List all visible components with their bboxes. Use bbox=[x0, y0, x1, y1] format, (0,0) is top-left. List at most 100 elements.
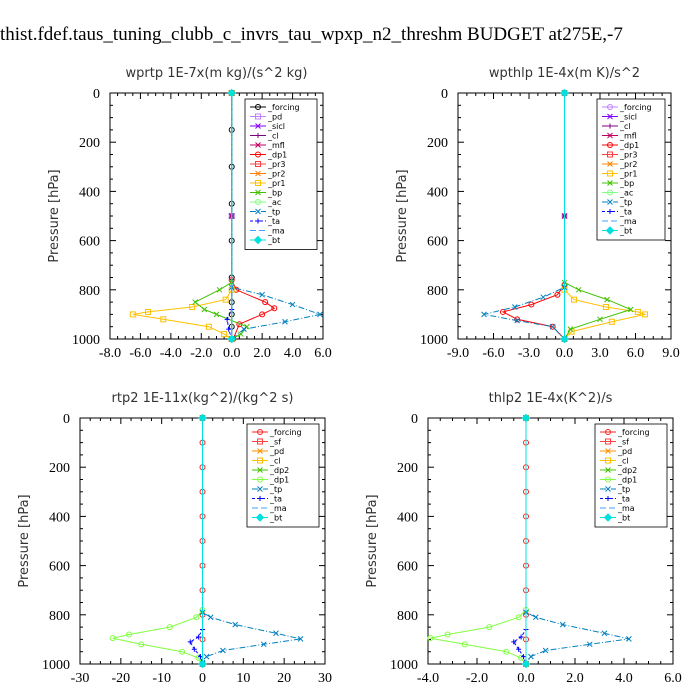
series-line bbox=[231, 93, 322, 340]
series-point-marker bbox=[317, 311, 323, 318]
legend-label: _ta bbox=[269, 495, 282, 504]
legend-label: _bt bbox=[619, 227, 632, 236]
x-tick-label: -4.0 bbox=[417, 671, 439, 686]
chart-title: wpthlp 1E-4x(m K)/s^2 bbox=[489, 66, 640, 81]
series-point-marker bbox=[224, 316, 230, 322]
series-point-marker bbox=[528, 653, 534, 660]
legend-label: _tp bbox=[617, 485, 630, 494]
chart-title: thlp2 1E-4x(K^2)/s bbox=[489, 391, 613, 406]
x-tick-label: 6.0 bbox=[314, 346, 332, 361]
x-tick-label: 4.0 bbox=[615, 671, 633, 686]
legend-label: _sicl bbox=[267, 122, 285, 131]
series-bt bbox=[198, 413, 207, 669]
y-axis-label: Pressure [hPa] bbox=[47, 169, 62, 262]
legend-box bbox=[596, 98, 666, 241]
y-tick-label: 600 bbox=[49, 560, 70, 575]
legend-marker bbox=[607, 123, 613, 129]
legend-label: _tp bbox=[269, 485, 282, 494]
legend-marker bbox=[255, 199, 261, 205]
x-tick-label: 0.0 bbox=[556, 346, 574, 361]
series-point-marker bbox=[532, 614, 539, 621]
legend-label: _tp bbox=[619, 198, 632, 207]
legend-marker bbox=[603, 513, 613, 522]
series-point-marker bbox=[604, 296, 610, 303]
legend-marker bbox=[257, 448, 263, 454]
y-tick-label: 1000 bbox=[42, 658, 70, 673]
legend-marker bbox=[257, 467, 263, 473]
series-point-marker bbox=[145, 308, 152, 315]
legend-marker bbox=[255, 161, 261, 167]
x-tick-label: 10 bbox=[236, 671, 250, 686]
legend-marker bbox=[257, 486, 263, 492]
y-tick-label: 200 bbox=[79, 136, 100, 151]
legend-marker bbox=[255, 142, 261, 148]
y-tick-label: 0 bbox=[93, 87, 100, 102]
y-tick-label: 400 bbox=[397, 510, 418, 525]
x-tick-label: -8.0 bbox=[99, 346, 121, 361]
series-point-marker bbox=[297, 636, 304, 642]
x-tick-label: 2.0 bbox=[566, 671, 584, 686]
legend: _forcing_sf_pd_cl_dp2_dp1_tp_ta_ma_bt bbox=[594, 423, 668, 528]
y-tick-label: 0 bbox=[63, 412, 70, 427]
series-bp bbox=[192, 90, 250, 342]
series-point-marker bbox=[166, 624, 173, 631]
legend-label: _dp1 bbox=[269, 476, 289, 485]
legend-marker bbox=[253, 235, 263, 245]
legend-marker bbox=[255, 208, 261, 215]
legend-label: _pr3 bbox=[619, 151, 637, 160]
series-point-marker bbox=[516, 646, 522, 652]
x-tick-label: -30 bbox=[71, 671, 90, 686]
legend-label: _ac bbox=[267, 198, 281, 207]
x-tick-label: 6.0 bbox=[664, 671, 682, 686]
x-tick-label: 0.0 bbox=[223, 346, 241, 361]
legend-marker bbox=[255, 170, 261, 177]
series-point-marker bbox=[226, 326, 232, 332]
series-line bbox=[112, 418, 203, 665]
series-point-marker bbox=[203, 653, 210, 660]
chart-panel-1: wprtp 1E-7x(m kg)/(s^2 kg) Pressure [hPa]… bbox=[47, 66, 332, 361]
series-point-marker bbox=[528, 301, 535, 308]
legend-label: _cl bbox=[617, 457, 629, 466]
y-tick-label: 1000 bbox=[390, 658, 418, 673]
series-line bbox=[513, 418, 527, 665]
series-point-marker bbox=[216, 286, 223, 293]
series-dp1 bbox=[427, 415, 529, 667]
series-point-marker bbox=[187, 639, 193, 645]
legend-label: _ma bbox=[617, 504, 635, 513]
legend-label: _bt bbox=[269, 514, 282, 523]
series-point-marker bbox=[518, 634, 524, 640]
series-point-marker bbox=[205, 323, 212, 330]
series-point-marker bbox=[222, 296, 229, 303]
y-tick-label: 800 bbox=[49, 609, 70, 624]
legend-marker bbox=[255, 113, 261, 120]
series-point-marker bbox=[444, 631, 451, 638]
legend-label: _bt bbox=[267, 236, 280, 245]
legend-marker bbox=[605, 226, 615, 235]
legend-label: _dp1 bbox=[619, 141, 639, 150]
legend-label: _ma bbox=[619, 217, 637, 226]
y-tick-label: 600 bbox=[79, 235, 100, 250]
legend-label: _ac bbox=[619, 189, 633, 198]
series-point-marker bbox=[570, 296, 577, 303]
legend-label: _ta bbox=[617, 495, 630, 504]
legend-marker bbox=[605, 467, 611, 473]
legend-label: _pr2 bbox=[267, 170, 285, 179]
series-dp1 bbox=[109, 415, 206, 667]
figure-title: thist.fdef.taus_tuning_clubb_c_invrs_tau… bbox=[0, 24, 623, 45]
legend-label: _pd bbox=[269, 447, 284, 456]
y-tick-label: 400 bbox=[427, 185, 448, 200]
legend-label: _forcing bbox=[267, 103, 300, 112]
legend-marker bbox=[255, 151, 261, 158]
legend-marker bbox=[605, 457, 611, 464]
series-point-marker bbox=[601, 630, 608, 637]
legend-label: _pr1 bbox=[619, 170, 637, 179]
legend-label: _pr1 bbox=[267, 179, 285, 188]
legend-label: _sf bbox=[269, 438, 281, 447]
series-point-marker bbox=[549, 323, 556, 330]
series-pr1 bbox=[129, 90, 235, 342]
legend-label: _sicl bbox=[619, 113, 637, 122]
y-tick-label: 1000 bbox=[72, 333, 100, 348]
legend-label: _forcing bbox=[619, 103, 652, 112]
legend-marker bbox=[607, 113, 613, 120]
